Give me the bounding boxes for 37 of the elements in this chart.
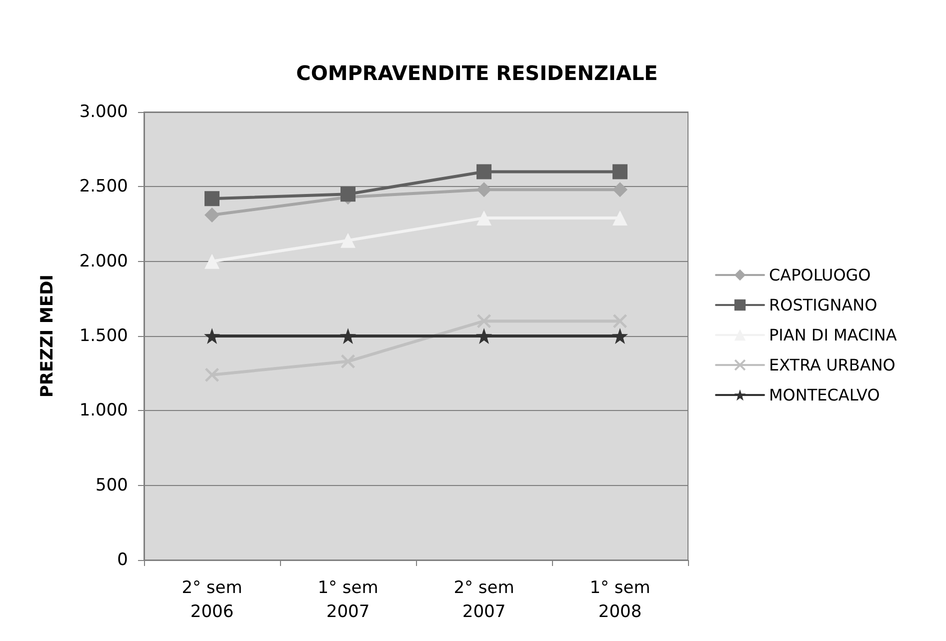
y-axis-title: PREZZI MEDI <box>38 274 58 398</box>
point <box>340 186 356 202</box>
y-tick-label: 2.500 <box>79 176 128 197</box>
point <box>341 354 355 368</box>
legend-label: PIAN DI MACINA <box>769 326 897 344</box>
y-tick-label: 0 <box>117 550 128 570</box>
point <box>204 208 220 223</box>
y-tick-label: 500 <box>96 475 128 496</box>
point <box>476 328 492 344</box>
legend-label: CAPOLUOGO <box>769 266 871 284</box>
point <box>204 328 220 344</box>
point <box>204 254 220 269</box>
x-tick-label: 1° sem 2008 <box>590 578 650 622</box>
point <box>612 210 628 226</box>
point <box>204 191 220 206</box>
point <box>612 328 628 344</box>
y-tick-label: 3.000 <box>79 102 128 122</box>
point <box>476 164 492 180</box>
x-tick-label: 2° sem 2006 <box>182 578 242 622</box>
point <box>613 314 627 328</box>
point <box>612 164 628 180</box>
point <box>340 328 356 344</box>
x-tick-label: 2° sem 2007 <box>454 578 514 622</box>
y-tick-label: 1.000 <box>79 400 128 421</box>
chart-title: COMPRAVENDITE RESIDENZIALE <box>296 61 658 85</box>
point <box>476 182 492 198</box>
x-tick-label: 1° sem 2007 <box>318 578 378 622</box>
point <box>476 210 492 226</box>
legend-label: MONTECALVO <box>769 386 880 404</box>
point <box>340 232 356 248</box>
y-tick-label: 2.000 <box>79 251 128 272</box>
legend-label: EXTRA URBANO <box>769 356 896 374</box>
point <box>612 182 628 198</box>
legend-label: ROSTIGNANO <box>769 296 878 314</box>
point <box>477 314 491 328</box>
point <box>205 368 219 382</box>
y-tick-label: 1.500 <box>79 326 128 346</box>
